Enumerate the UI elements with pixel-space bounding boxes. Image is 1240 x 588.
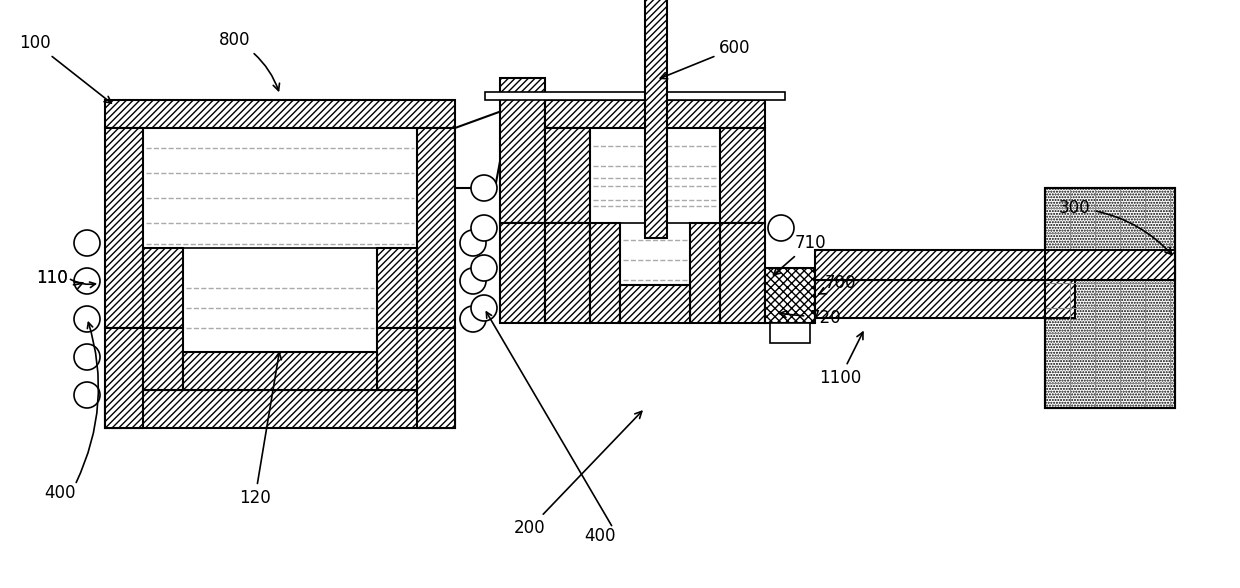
Text: 110: 110 (36, 269, 83, 289)
Bar (184, 352, 377, 390)
Bar (417, 328, 455, 428)
Bar (815, 280, 1075, 318)
Text: 710: 710 (774, 234, 826, 275)
Bar (105, 328, 143, 428)
Bar (815, 250, 1176, 280)
Circle shape (460, 306, 486, 332)
Circle shape (471, 215, 497, 241)
Bar (720, 128, 765, 223)
Bar (417, 128, 455, 328)
Text: 100: 100 (19, 34, 112, 103)
Circle shape (471, 255, 497, 281)
Bar (546, 223, 590, 323)
Bar (485, 92, 785, 100)
Bar (770, 323, 810, 343)
Bar (105, 100, 455, 128)
Bar (620, 285, 689, 323)
Bar (765, 268, 815, 323)
Bar (377, 248, 417, 328)
Bar (500, 78, 546, 223)
Bar (546, 100, 765, 128)
Bar (590, 223, 620, 323)
Bar (105, 390, 455, 428)
Bar (105, 128, 143, 328)
Bar (143, 328, 184, 390)
Circle shape (74, 306, 100, 332)
Text: 700: 700 (818, 274, 856, 294)
Text: 400: 400 (584, 527, 616, 545)
Circle shape (74, 344, 100, 370)
Bar (143, 248, 184, 328)
Text: 600: 600 (661, 39, 750, 79)
Circle shape (460, 230, 486, 256)
Bar (1045, 188, 1176, 408)
Circle shape (74, 382, 100, 408)
Bar (377, 328, 417, 390)
Polygon shape (455, 108, 510, 188)
Text: 720: 720 (780, 309, 841, 327)
Text: 800: 800 (219, 31, 279, 91)
Text: 200: 200 (515, 412, 642, 537)
Text: 300: 300 (1059, 199, 1172, 255)
Bar (500, 223, 546, 323)
Circle shape (471, 295, 497, 321)
Circle shape (768, 215, 794, 241)
Circle shape (74, 230, 100, 256)
Circle shape (74, 268, 100, 294)
Text: 400: 400 (45, 484, 76, 502)
Text: 120: 120 (239, 353, 281, 507)
Bar (720, 223, 765, 323)
Bar (1045, 188, 1176, 408)
Circle shape (471, 175, 497, 201)
Bar (546, 128, 590, 223)
Text: 110: 110 (36, 269, 68, 287)
Bar (143, 128, 417, 248)
Circle shape (460, 268, 486, 294)
Bar (590, 128, 720, 223)
Bar (645, 0, 667, 238)
Text: 1100: 1100 (818, 332, 863, 387)
Bar (689, 223, 720, 323)
